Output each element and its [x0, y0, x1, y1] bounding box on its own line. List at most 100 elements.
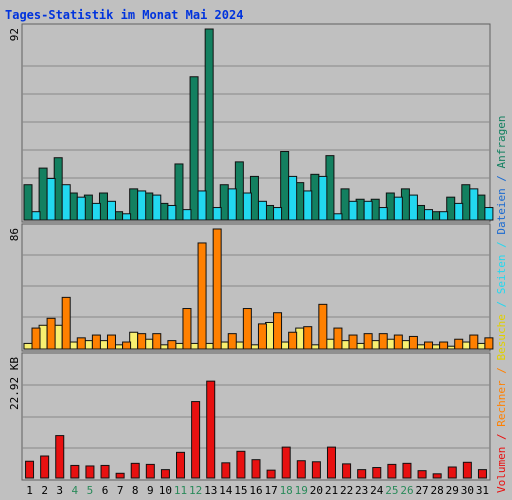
- bar-besuche-day-10: [167, 340, 177, 350]
- bar-volumen-day-26: [402, 462, 412, 479]
- bar-volumen-day-1: [25, 460, 35, 479]
- bar-volumen-day-20: [311, 461, 321, 479]
- panel-frame: [21, 223, 491, 352]
- bar-besuche-day-6: [106, 334, 116, 350]
- bar-dateien-day-16: [257, 200, 267, 221]
- bar-volumen-day-6: [100, 464, 110, 479]
- x-tick-label: 15: [234, 484, 247, 497]
- bar-dateien-day-30: [469, 188, 479, 221]
- bar-volumen-day-19: [296, 460, 306, 479]
- plot-area: [21, 23, 494, 481]
- x-tick-label: 13: [204, 484, 217, 497]
- bar-dateien-day-20: [318, 175, 328, 221]
- x-tick-label: 7: [117, 484, 124, 497]
- bar-volumen-day-14: [221, 462, 231, 479]
- bar-volumen-day-30: [462, 461, 472, 479]
- x-tick-label: 12: [189, 484, 202, 497]
- bar-dateien-day-2: [46, 177, 56, 221]
- panel-hits: [21, 23, 494, 223]
- x-tick-label: 8: [132, 484, 139, 497]
- bar-anfragen-day-13: [204, 28, 214, 221]
- panel-max-label: 86: [8, 228, 21, 241]
- bar-volumen-day-2: [40, 455, 50, 479]
- bar-dateien-day-21: [333, 213, 343, 221]
- legend-entry: /: [495, 361, 508, 381]
- bar-besuche-day-9: [152, 333, 162, 350]
- bar-besuche-day-15: [242, 308, 252, 350]
- bar-besuche-day-1: [31, 327, 41, 350]
- bar-dateien-day-9: [152, 194, 162, 221]
- bar-dateien-day-1: [31, 211, 41, 221]
- bar-volumen-day-4: [70, 464, 80, 479]
- panel-max-label: 22.92 KB: [8, 357, 21, 410]
- legend-entry: Seiten: [495, 255, 508, 295]
- bar-besuche-day-26: [408, 335, 418, 350]
- bar-dateien-day-3: [61, 184, 71, 221]
- bar-besuche-day-14: [227, 333, 237, 350]
- bar-dateien-day-8: [137, 190, 147, 221]
- bar-volumen-day-5: [85, 465, 95, 479]
- x-tick-label: 25: [385, 484, 398, 497]
- bar-volumen-day-27: [417, 470, 427, 479]
- bar-anfragen-day-1: [23, 184, 33, 221]
- legend-entry: Besuche: [495, 314, 508, 360]
- bar-besuche-day-18: [288, 331, 298, 350]
- bar-dateien-day-28: [439, 211, 449, 221]
- bar-besuche-day-7: [122, 341, 132, 350]
- bar-volumen-day-22: [342, 463, 352, 479]
- bar-volumen-day-12: [191, 401, 201, 479]
- legend-entry: /: [495, 294, 508, 314]
- x-tick-label: 26: [400, 484, 413, 497]
- legend-entry: Volumen: [495, 447, 508, 493]
- bar-dateien-day-12: [197, 190, 207, 221]
- x-tick-label: 24: [370, 484, 384, 497]
- bar-anfragen-day-11: [174, 163, 184, 221]
- bar-besuche-day-16: [257, 323, 267, 350]
- bar-besuche-day-19: [303, 326, 313, 350]
- x-tick-label: 30: [461, 484, 474, 497]
- x-tick-label: 1: [26, 484, 33, 497]
- bar-besuche-day-25: [393, 334, 403, 350]
- bar-volumen-day-29: [447, 466, 457, 479]
- x-tick-label: 28: [431, 484, 444, 497]
- bar-besuche-day-29: [454, 338, 464, 350]
- bar-volumen-day-15: [236, 450, 246, 479]
- x-tick-label: 5: [87, 484, 94, 497]
- legend-entry: Anfragen: [495, 115, 508, 168]
- bar-volumen-day-17: [266, 469, 276, 479]
- bar-dateien-day-26: [408, 194, 418, 221]
- bar-besuche-day-24: [378, 333, 388, 350]
- bar-volumen-day-18: [281, 446, 291, 479]
- legend-entry: Rechner: [495, 380, 508, 427]
- bar-dateien-day-19: [303, 190, 313, 221]
- x-tick-label: 27: [415, 484, 428, 497]
- legend-entry: /: [495, 235, 508, 255]
- bar-besuche-day-21: [333, 327, 343, 350]
- bar-dateien-day-31: [484, 207, 494, 221]
- bar-volumen-day-25: [387, 463, 397, 479]
- bar-dateien-day-5: [91, 202, 101, 221]
- x-tick-label: 2: [41, 484, 48, 497]
- bar-volumen-day-7: [115, 472, 125, 479]
- bar-besuche-day-31: [484, 337, 494, 350]
- bar-dateien-day-29: [454, 202, 464, 221]
- bar-besuche-day-4: [76, 337, 86, 350]
- bar-besuche-day-22: [348, 334, 358, 350]
- x-tick-label: 17: [264, 484, 277, 497]
- bar-volumen-day-8: [130, 462, 140, 479]
- legend-entry: /: [495, 168, 508, 188]
- bar-besuche-day-28: [439, 341, 449, 350]
- x-tick-label: 11: [174, 484, 187, 497]
- bar-dateien-day-18: [288, 175, 298, 221]
- bar-besuche-day-12: [197, 242, 207, 350]
- bar-dateien-day-24: [378, 207, 388, 221]
- x-tick-label: 10: [159, 484, 172, 497]
- bar-volumen-day-28: [432, 473, 442, 479]
- legend-entry: /: [495, 427, 508, 447]
- bar-dateien-day-6: [106, 200, 116, 221]
- bar-besuche-day-13: [212, 228, 222, 350]
- bar-besuche-day-5: [91, 334, 101, 350]
- bar-volumen-day-23: [357, 469, 367, 479]
- bar-besuche-day-17: [273, 312, 283, 350]
